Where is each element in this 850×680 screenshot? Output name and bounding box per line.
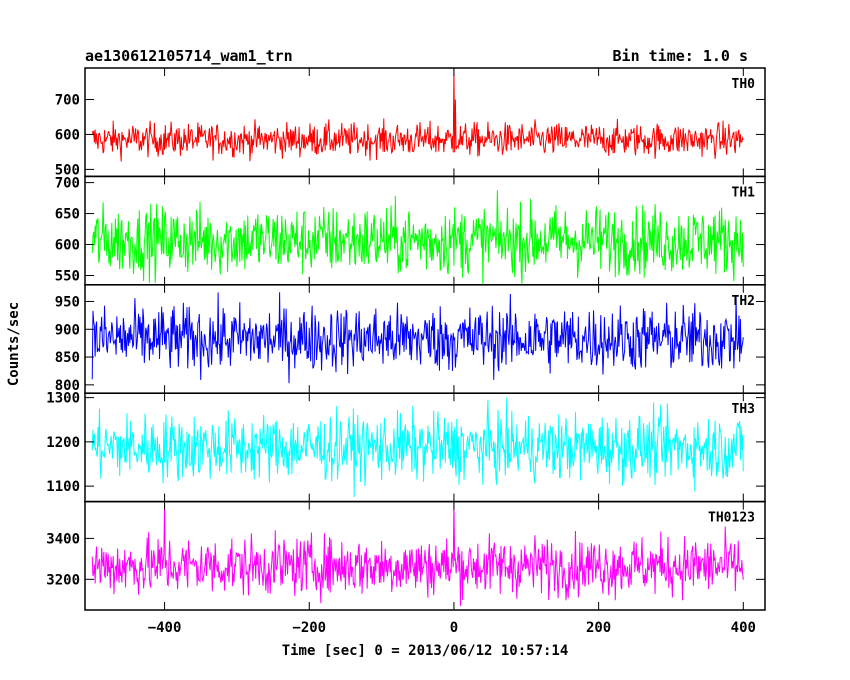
x-axis: −400 −200 0 200 400 — [148, 620, 756, 636]
y-tick-label: 1200 — [46, 435, 80, 451]
panel-label: TH1 — [732, 185, 756, 200]
y-tick-label: 500 — [55, 162, 80, 178]
y-tick-label: 700 — [55, 176, 80, 192]
panel-th0: 500 600 700 TH0 — [55, 67, 766, 178]
panel-th2: 800 850 900 950 TH2 — [55, 284, 766, 394]
series-th0123 — [91, 501, 744, 607]
panel-th1: 550 600 650 700 TH1 — [55, 176, 766, 286]
panel-label: TH3 — [732, 402, 755, 417]
x-tick-label: 200 — [586, 620, 611, 636]
series-th1 — [91, 190, 744, 285]
y-tick-label: 650 — [55, 207, 80, 223]
y-tick-label: 900 — [55, 322, 80, 338]
y-tick-label: 1300 — [46, 391, 80, 407]
y-axis-label: Counts/sec — [6, 302, 22, 386]
x-tick-label: −200 — [292, 620, 326, 636]
panel-label: TH0 — [732, 77, 756, 92]
y-tick-label: 1100 — [46, 479, 80, 495]
y-tick-label: 950 — [55, 294, 80, 310]
bin-time-label: Bin time: 1.0 s — [613, 47, 748, 65]
x-tick-label: −400 — [148, 620, 182, 636]
panel-frame — [84, 67, 766, 178]
series-th2 — [91, 292, 744, 384]
y-tick-label: 3200 — [46, 572, 80, 588]
series-th3 — [91, 397, 744, 498]
y-tick-label: 550 — [55, 269, 80, 285]
x-tick-label: 400 — [731, 620, 756, 636]
panel-frame — [84, 500, 766, 611]
y-tick-label: 700 — [55, 92, 80, 108]
panel-label: TH0123 — [708, 511, 755, 526]
panel-th3: 1100 1200 1300 TH3 — [46, 391, 766, 503]
panel-th0123: 3200 3400 TH0123 — [46, 500, 766, 611]
y-tick-label: 600 — [55, 127, 80, 143]
chart-title: ae130612105714_wam1_trn — [85, 47, 293, 65]
y-tick-label: 600 — [55, 238, 80, 254]
y-tick-label: 850 — [55, 350, 80, 366]
x-tick-label: 0 — [450, 620, 458, 636]
panel-label: TH2 — [732, 294, 755, 309]
y-tick-label: 3400 — [46, 531, 80, 547]
y-tick-label: 800 — [55, 378, 80, 394]
panels-group: 500 600 700 TH0 550 600 650 700 TH1 800 850 900 950 T… — [46, 67, 766, 611]
series-th0 — [91, 68, 744, 162]
x-axis-label: Time [sec] 0 = 2013/06/12 10:57:14 — [282, 643, 569, 659]
